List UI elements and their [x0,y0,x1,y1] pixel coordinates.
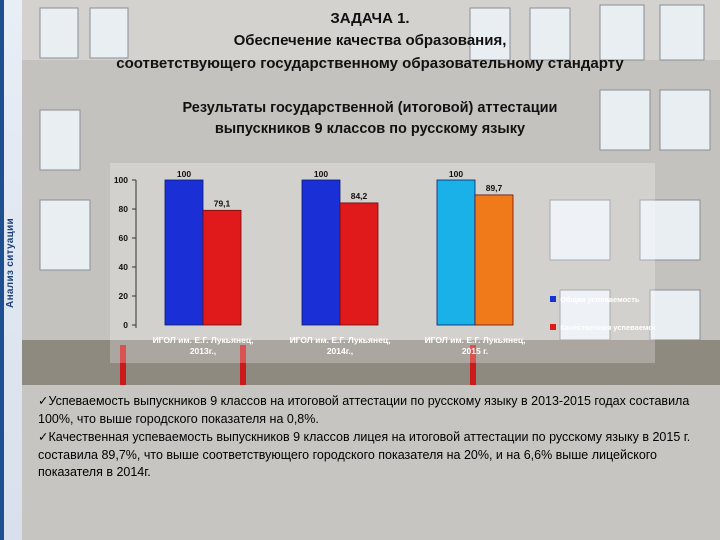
legend-swatch [550,324,556,330]
bar-general [436,179,476,326]
title-line-3: соответствующего государственному образо… [116,55,624,72]
data-label-general: 100 [449,169,463,179]
bar-general [301,179,341,326]
data-label-quality: 89,7 [486,183,503,193]
title-line-2: Обеспечение качества образования, [233,32,507,49]
data-label-quality: 84,2 [351,191,368,201]
summary-text: ✓Успеваемость выпускников 9 классов на и… [38,392,710,482]
y-tick-label: 80 [119,204,129,214]
data-label-general: 100 [177,169,191,179]
summary-point-2-text: Качественная успеваемость выпускников 9 … [38,430,691,479]
bar-quality [474,194,514,326]
bar-chart: 0 20 40 60 80 100 100 79,1 100 84,2 100 89,7 ИГОЛ … [110,163,655,363]
subtitle-line-2: выпускников 9 классов по русскому языку [214,121,526,137]
side-label: Анализ ситуации [5,218,16,308]
y-tick-label: 40 [119,262,129,272]
data-label-quality: 79,1 [214,198,231,208]
y-tick-label: 100 [114,175,128,185]
data-label-general: 100 [314,169,328,179]
bar-quality [339,202,379,326]
subtitle-line-1: Результаты государственной (итоговой) ат… [182,100,558,116]
title-line-1: ЗАДАЧА 1. [330,10,410,27]
check-icon: ✓ [38,429,49,444]
y-tick-label: 20 [119,291,129,301]
check-icon: ✓ [38,393,49,408]
legend-swatch [550,296,556,302]
summary-point-2: ✓Качественная успеваемость выпускников 9… [38,428,710,482]
sidebar [0,0,22,540]
category-label: ИГОЛ им. Е.Г. Лукьянец, [153,335,254,345]
y-tick-label: 0 [123,320,128,330]
category-label: 2014г., [327,346,353,356]
category-label: 2013г., [190,346,216,356]
sidebar-accent-bar [0,0,4,540]
category-label: ИГОЛ им. Е.Г. Лукьянец, [425,335,526,345]
y-tick-label: 60 [119,233,129,243]
summary-point-1-text: Успеваемость выпускников 9 классов на ит… [38,394,690,426]
legend-label: Общая успеваемость [560,295,640,304]
summary-point-1: ✓Успеваемость выпускников 9 классов на и… [38,392,710,428]
category-label: ИГОЛ им. Е.Г. Лукьянец, [290,335,391,345]
bar-quality [202,209,242,326]
category-label: 2015 г. [462,346,488,356]
legend-label: Качественная успеваемость [560,323,655,332]
bar-general [164,179,204,326]
